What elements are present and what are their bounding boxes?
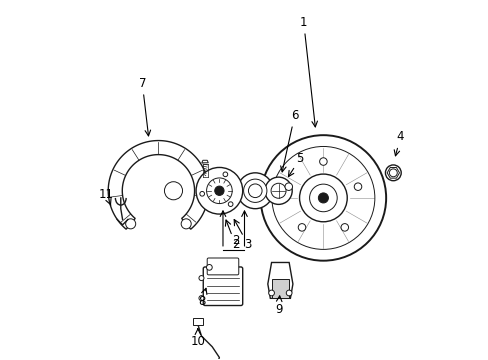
Circle shape <box>237 173 273 209</box>
Circle shape <box>353 183 361 190</box>
FancyBboxPatch shape <box>207 258 238 275</box>
Polygon shape <box>108 140 208 229</box>
Circle shape <box>388 169 396 177</box>
Text: 9: 9 <box>274 303 282 316</box>
Circle shape <box>309 184 337 212</box>
Text: 4: 4 <box>396 130 404 144</box>
Circle shape <box>125 219 136 229</box>
Circle shape <box>228 202 232 207</box>
Circle shape <box>268 290 274 296</box>
Circle shape <box>200 192 204 196</box>
Circle shape <box>340 224 348 231</box>
Circle shape <box>181 219 191 229</box>
Circle shape <box>243 179 266 202</box>
Text: 2: 2 <box>231 238 239 251</box>
Polygon shape <box>271 279 288 298</box>
Circle shape <box>270 183 285 198</box>
Circle shape <box>223 172 227 177</box>
Bar <box>193 318 202 324</box>
Text: 1: 1 <box>299 16 307 29</box>
Circle shape <box>299 174 346 222</box>
Text: 6: 6 <box>290 109 298 122</box>
Circle shape <box>298 224 305 231</box>
Circle shape <box>264 177 292 204</box>
Circle shape <box>285 183 292 190</box>
Text: 5: 5 <box>296 152 303 165</box>
Circle shape <box>196 167 242 214</box>
Polygon shape <box>202 160 208 163</box>
Text: 7: 7 <box>138 77 146 90</box>
Polygon shape <box>267 262 292 298</box>
FancyBboxPatch shape <box>203 267 242 306</box>
Circle shape <box>248 184 262 198</box>
Text: 2: 2 <box>231 234 239 247</box>
Circle shape <box>285 290 291 296</box>
Text: 11: 11 <box>99 188 114 201</box>
Circle shape <box>319 158 326 165</box>
Circle shape <box>199 275 203 280</box>
Circle shape <box>206 178 232 203</box>
Circle shape <box>214 186 224 195</box>
Circle shape <box>260 135 386 261</box>
Circle shape <box>385 165 400 181</box>
Circle shape <box>199 296 203 301</box>
Text: 10: 10 <box>190 335 205 348</box>
Circle shape <box>164 182 182 200</box>
Circle shape <box>271 147 374 249</box>
Circle shape <box>206 265 212 270</box>
Circle shape <box>318 193 328 203</box>
Text: 8: 8 <box>197 296 205 309</box>
Text: 3: 3 <box>244 238 251 251</box>
